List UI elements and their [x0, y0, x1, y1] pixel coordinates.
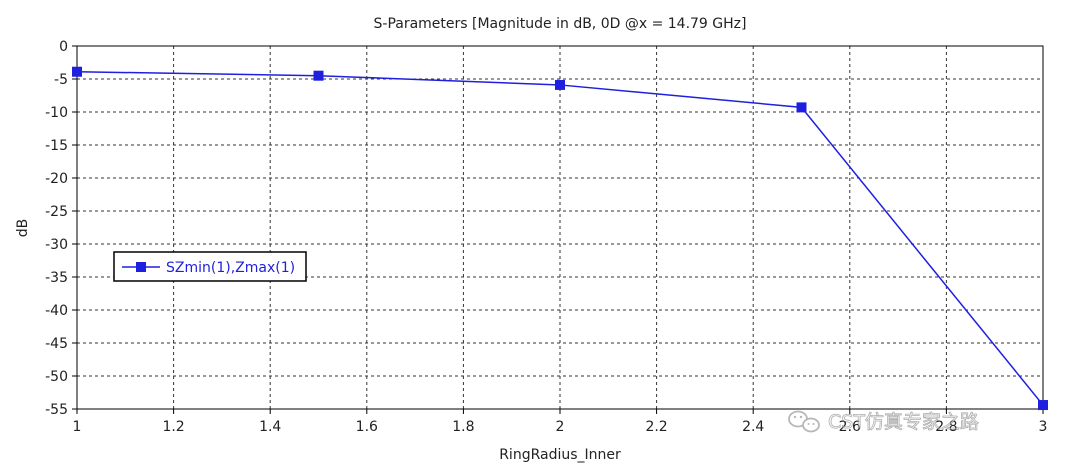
y-tick-label: -25: [45, 204, 68, 220]
y-tick-label: -15: [45, 138, 68, 154]
watermark: CST仿真专家之路: [788, 410, 979, 433]
y-tick-label: 0: [59, 39, 68, 55]
x-tick-label: 2.4: [742, 419, 764, 435]
data-point: [796, 102, 807, 113]
x-tick-label: 2: [556, 419, 565, 435]
y-tick-label: -55: [45, 402, 68, 418]
data-point: [1038, 400, 1048, 411]
x-tick-label: 2.8: [935, 419, 957, 435]
data-point: [313, 70, 324, 81]
legend: SZmin(1),Zmax(1): [113, 251, 307, 282]
y-tick-label: -45: [45, 336, 68, 352]
x-tick-label: 1.8: [452, 419, 474, 435]
y-tick-label: -40: [45, 303, 68, 319]
x-tick-label: 1.6: [356, 419, 378, 435]
x-tick-label: 3: [1039, 419, 1048, 435]
x-tick-label: 2.2: [645, 419, 667, 435]
y-tick-labels: 0 -5 -10 -15 -20 -25 -30 -35 -40 -45 -50 -55: [45, 39, 77, 418]
y-axis-label: dB: [15, 219, 31, 238]
x-tick-label: 1.2: [162, 419, 184, 435]
x-tick-labels: 1 1.2 1.4 1.6 1.8 2 2.2 2.4 2.6 2.8 3: [73, 409, 1048, 435]
watermark-text: CST仿真专家之路: [828, 411, 979, 433]
series-layer: [72, 66, 1048, 411]
x-tick-label: 1.4: [259, 419, 281, 435]
x-axis-label: RingRadius_Inner: [499, 447, 621, 463]
legend-marker-swatch: [136, 262, 146, 272]
y-tick-label: -35: [45, 270, 68, 286]
wechat-icon: [788, 410, 820, 433]
y-tick-label: -5: [54, 72, 68, 88]
chart-title: S-Parameters [Magnitude in dB, 0D @x = 1…: [374, 16, 747, 32]
x-tick-label: 1: [73, 419, 82, 435]
x-tick-label: 2.6: [839, 419, 861, 435]
y-tick-label: -50: [45, 369, 68, 385]
grid: [77, 46, 1043, 409]
y-tick-label: -20: [45, 171, 68, 187]
legend-label: SZmin(1),Zmax(1): [166, 260, 295, 276]
data-point: [72, 66, 82, 77]
data-point: [555, 79, 565, 90]
y-tick-label: -10: [45, 105, 68, 121]
y-tick-label: -30: [45, 237, 68, 253]
